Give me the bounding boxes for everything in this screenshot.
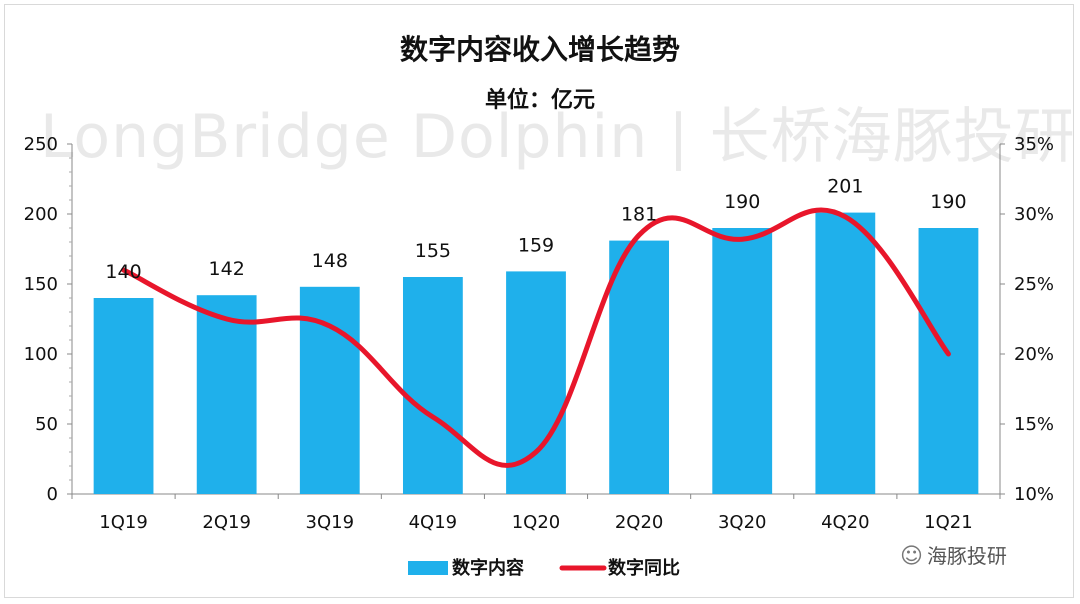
series-line <box>121 207 951 468</box>
bar-data-label: 148 <box>312 250 348 272</box>
line-point <box>638 234 640 236</box>
bar <box>402 277 463 494</box>
x-tick-label: 4Q19 <box>409 512 458 533</box>
bar <box>815 212 876 494</box>
y2-tick-label: 10% <box>1014 484 1054 505</box>
bar-data-label: 159 <box>518 234 554 256</box>
x-tick-label: 3Q19 <box>306 512 355 533</box>
line-point <box>741 238 743 240</box>
line-point <box>123 269 125 271</box>
x-tick-label: 2Q20 <box>615 512 664 533</box>
line-point <box>226 318 228 320</box>
line-point <box>432 416 434 418</box>
y-tick-label: 200 <box>24 204 58 225</box>
bar <box>712 228 773 494</box>
bar-data-label: 181 <box>621 204 657 226</box>
y-tick-label: 150 <box>24 274 58 295</box>
bar <box>609 240 670 494</box>
y-tick-label: 100 <box>24 344 58 365</box>
bar <box>196 295 257 494</box>
y-tick-label: 0 <box>47 484 58 505</box>
y2-tick-label: 35% <box>1014 134 1054 155</box>
bar <box>506 271 566 494</box>
line-point <box>844 216 846 218</box>
line-point <box>329 325 331 327</box>
x-tick-label: 1Q21 <box>924 512 973 533</box>
wechat-icon: ☺ <box>900 544 923 569</box>
legend-label-bar: 数字内容 <box>452 557 524 579</box>
bar-data-label: 201 <box>827 176 863 198</box>
watermark: LongBridge Dolphin | 长桥海豚投研 <box>40 102 1076 172</box>
legend-label-line: 数字同比 <box>608 557 680 579</box>
bar-data-label: 140 <box>105 261 141 283</box>
chart-subtitle: 单位：亿元 <box>484 88 595 113</box>
line-point <box>535 451 537 453</box>
x-tick-label: 1Q20 <box>512 512 561 533</box>
bar-data-label: 190 <box>724 191 760 213</box>
bar <box>93 298 154 494</box>
bar <box>918 228 979 494</box>
bar-data-label: 190 <box>930 191 966 213</box>
line-point <box>947 353 949 355</box>
y2-tick-label: 20% <box>1014 344 1054 365</box>
legend-swatch-bar <box>408 561 448 575</box>
x-tick-label: 4Q20 <box>821 512 870 533</box>
x-tick-label: 3Q20 <box>718 512 767 533</box>
y-tick-label: 50 <box>35 414 58 435</box>
y-tick-label: 250 <box>24 134 58 155</box>
x-tick-label: 1Q19 <box>99 512 148 533</box>
brand-text: 海豚投研 <box>926 544 1007 568</box>
y2-tick-label: 25% <box>1014 274 1054 295</box>
x-tick-label: 2Q19 <box>202 512 251 533</box>
brand-mark: ☺ 海豚投研 <box>900 540 1007 569</box>
y2-tick-label: 30% <box>1014 204 1054 225</box>
chart-title: 数字内容收入增长趋势 <box>399 33 680 66</box>
y2-tick-label: 15% <box>1014 414 1054 435</box>
bar-data-label: 142 <box>209 258 245 280</box>
bar-data-label: 155 <box>415 240 451 262</box>
